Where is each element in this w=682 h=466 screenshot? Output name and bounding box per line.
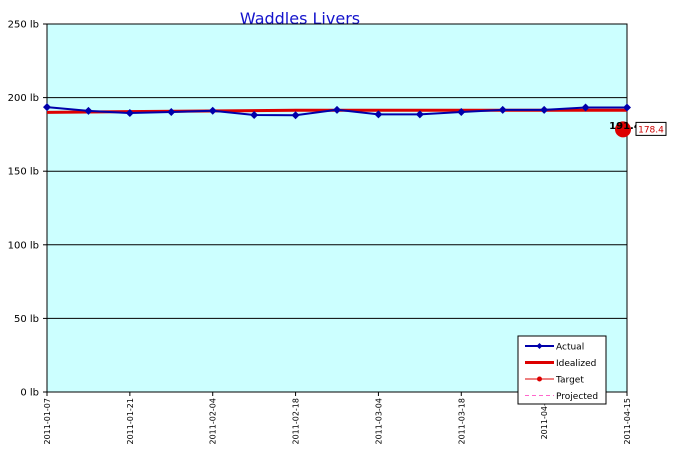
data-point-actual (125, 109, 134, 118)
data-point-actual (43, 103, 51, 112)
x-tick-label: 2011-03-18 (457, 398, 466, 445)
data-point-actual (167, 108, 176, 117)
legend-label: Actual (556, 343, 584, 353)
y-tick-label: 150 lb (8, 167, 39, 178)
x-tick-label: 2011-01-07 (43, 398, 52, 445)
legend-marker (537, 376, 542, 382)
data-point-actual (374, 110, 383, 119)
y-tick-label: 0 lb (20, 388, 39, 399)
x-tick-label: 2011-04-0 (540, 398, 549, 439)
plot-area (46, 23, 628, 393)
x-tick-label: 2011-01-21 (126, 398, 135, 445)
annotation-target-box (635, 121, 667, 136)
data-point-actual (623, 103, 631, 112)
chart-title: Waddles Livers (240, 9, 360, 28)
y-axis: 0 lb 50 lb 100 lb 150 lb 200 lb 250 lb (8, 20, 47, 399)
data-point-actual (457, 108, 466, 117)
legend: Actual Idealized Target Projected (517, 335, 607, 405)
x-tick-label: 2011-02-18 (292, 398, 301, 445)
x-tick-label: 2011-03-04 (374, 398, 383, 445)
gridlines (47, 23, 627, 393)
y-tick-label: 100 lb (8, 240, 39, 251)
x-axis: 2011-01-07 2011-01-21 2011-02-04 2011-02-18… (43, 392, 632, 445)
legend-label: Idealized (556, 359, 596, 369)
data-point-actual (84, 106, 93, 115)
annotation-target-value: 178.4 (638, 125, 664, 135)
data-point-actual (540, 105, 549, 114)
y-tick-label: 250 lb (8, 20, 39, 31)
legend-marker (536, 343, 543, 349)
legend-box (517, 335, 607, 405)
data-point-actual (208, 106, 217, 115)
legend-label: Target (555, 376, 584, 386)
legend-label: Projected (556, 392, 598, 402)
data-point-actual (250, 110, 259, 119)
data-point-actual (333, 105, 341, 114)
data-point-actual (415, 110, 424, 119)
series-layer (43, 103, 631, 138)
data-point-target (615, 121, 631, 138)
y-tick-label: 200 lb (8, 93, 39, 104)
data-point-actual (581, 103, 590, 112)
data-point-actual (291, 111, 300, 120)
x-tick-label: 2011-02-04 (209, 398, 218, 445)
annotation-idealized-value: 191.4 (609, 121, 641, 132)
data-point-actual (498, 105, 507, 114)
y-tick-label: 50 lb (14, 314, 39, 325)
x-tick-label: 2011-04-15 (623, 398, 632, 445)
